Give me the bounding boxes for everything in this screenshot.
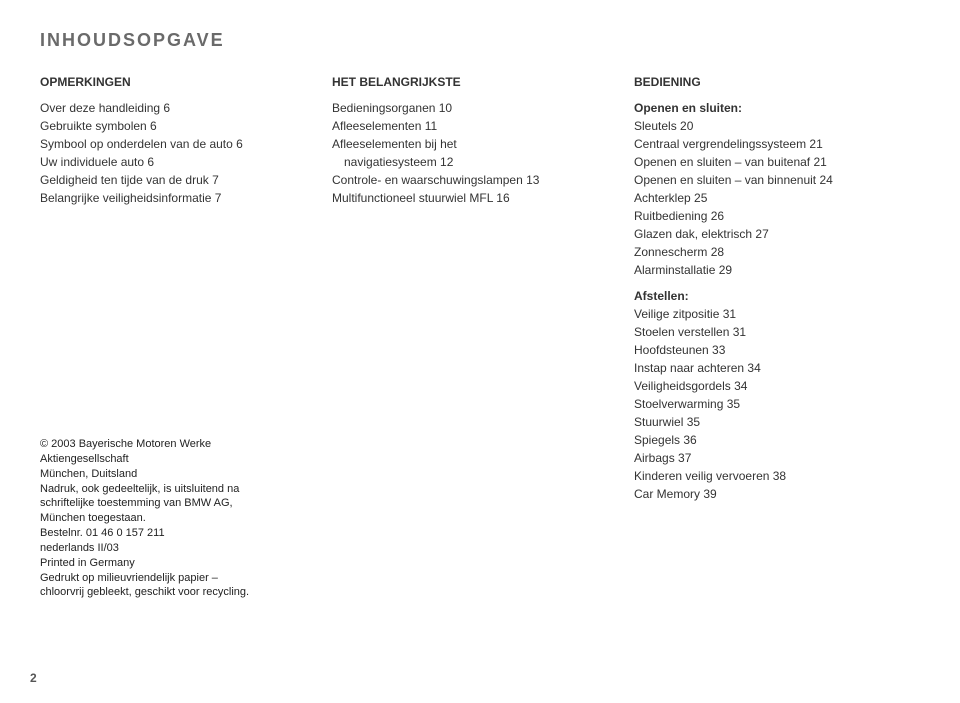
toc-entry: Airbags 37 [634, 449, 924, 467]
toc-entry: Spiegels 36 [634, 431, 924, 449]
toc-entry: Over deze handleiding 6 [40, 99, 300, 117]
page-title: INHOUDSOPGAVE [40, 30, 920, 51]
columns-container: OPMERKINGEN Over deze handleiding 6 Gebr… [40, 73, 920, 600]
toc-entry: Openen en sluiten – van buitenaf 21 [634, 153, 924, 171]
column-bediening: BEDIENING Openen en sluiten: Sleutels 20… [634, 73, 924, 600]
toc-entry: Belangrijke veiligheidsinformatie 7 [40, 189, 300, 207]
toc-entry: Zonnescherm 28 [634, 243, 924, 261]
toc-entry: Kinderen veilig vervoeren 38 [634, 467, 924, 485]
toc-entry: Hoofdsteunen 33 [634, 341, 924, 359]
toc-entry: Ruitbediening 26 [634, 207, 924, 225]
toc-entry: Controle- en waarschuwingslampen 13 [332, 171, 602, 189]
copyright-line: schriftelijke toestemming van BMW AG, [40, 496, 300, 511]
toc-entry: Afleeselementen bij het [332, 135, 602, 153]
toc-entry: Sleutels 20 [634, 117, 924, 135]
column-opmerkingen: OPMERKINGEN Over deze handleiding 6 Gebr… [40, 73, 300, 600]
toc-entry: Uw individuele auto 6 [40, 153, 300, 171]
copyright-line: Gedrukt op milieuvriendelijk papier – [40, 571, 300, 586]
toc-entry: Centraal vergrendelingssysteem 21 [634, 135, 924, 153]
copyright-line: Nadruk, ook gedeeltelijk, is uitsluitend… [40, 482, 300, 497]
copyright-line: chloorvrij gebleekt, geschikt voor recyc… [40, 585, 300, 600]
toc-entry: Geldigheid ten tijde van de druk 7 [40, 171, 300, 189]
toc-entry: Stuurwiel 35 [634, 413, 924, 431]
copyright-line: München, Duitsland [40, 467, 300, 482]
toc-entry: Bedieningsorganen 10 [332, 99, 602, 117]
page-number: 2 [30, 671, 37, 685]
copyright-line: München toegestaan. [40, 511, 300, 526]
col1-head: OPMERKINGEN [40, 73, 300, 91]
copyright-line: Aktiengesellschaft [40, 452, 300, 467]
toc-entry: Afleeselementen 11 [332, 117, 602, 135]
toc-entry: Stoelverwarming 35 [634, 395, 924, 413]
toc-entry: Veiligheidsgordels 34 [634, 377, 924, 395]
toc-entry: Veilige zitpositie 31 [634, 305, 924, 323]
toc-entry: Stoelen verstellen 31 [634, 323, 924, 341]
column-belangrijkste: HET BELANGRIJKSTE Bedieningsorganen 10 A… [332, 73, 602, 600]
toc-entry: Achterklep 25 [634, 189, 924, 207]
copyright-line: Printed in Germany [40, 556, 300, 571]
toc-entry: Gebruikte symbolen 6 [40, 117, 300, 135]
copyright-line: © 2003 Bayerische Motoren Werke [40, 437, 300, 452]
copyright-line: nederlands II/03 [40, 541, 300, 556]
toc-entry: Symbool op onderdelen van de auto 6 [40, 135, 300, 153]
toc-entry: Car Memory 39 [634, 485, 924, 503]
toc-entry: Alarminstallatie 29 [634, 261, 924, 279]
toc-entry: Instap naar achteren 34 [634, 359, 924, 377]
toc-entry: Glazen dak, elektrisch 27 [634, 225, 924, 243]
col3-sub2: Afstellen: [634, 287, 924, 305]
toc-entry: Openen en sluiten – van binnenuit 24 [634, 171, 924, 189]
col3-head: BEDIENING [634, 73, 924, 91]
col3-sub1: Openen en sluiten: [634, 99, 924, 117]
copyright-line: Bestelnr. 01 46 0 157 211 [40, 526, 300, 541]
toc-entry: navigatiesysteem 12 [332, 153, 602, 171]
copyright-block: © 2003 Bayerische Motoren Werke Aktienge… [40, 437, 300, 600]
toc-entry: Multifunctioneel stuurwiel MFL 16 [332, 189, 602, 207]
col2-head: HET BELANGRIJKSTE [332, 73, 602, 91]
